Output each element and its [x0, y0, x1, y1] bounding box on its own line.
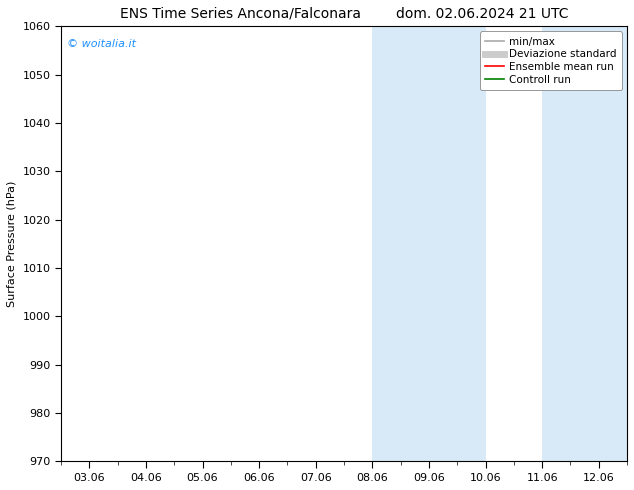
Bar: [372, 26, 486, 461]
Y-axis label: Surface Pressure (hPa): Surface Pressure (hPa): [7, 181, 17, 307]
Legend: min/max, Deviazione standard, Ensemble mean run, Controll run: min/max, Deviazione standard, Ensemble m…: [480, 31, 622, 90]
Bar: [542, 26, 633, 461]
Title: ENS Time Series Ancona/Falconara        dom. 02.06.2024 21 UTC: ENS Time Series Ancona/Falconara dom. 02…: [120, 7, 568, 21]
Text: © woitalia.it: © woitalia.it: [67, 39, 136, 49]
